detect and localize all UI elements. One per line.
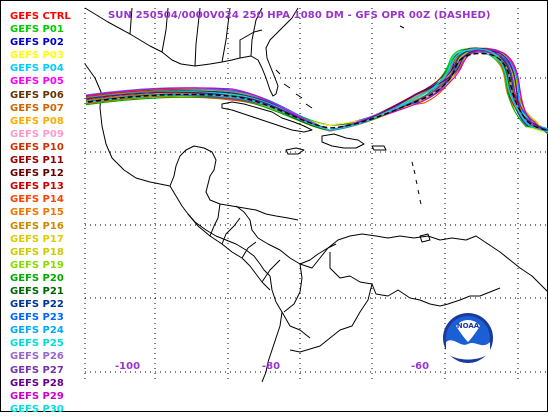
- legend-item: GEFS P01: [10, 24, 64, 36]
- bermuda: [399, 25, 405, 29]
- legend-item: GEFS P03: [10, 50, 64, 62]
- legend-item: GEFS P17: [10, 233, 64, 245]
- legend-item: GEFS P25: [10, 338, 64, 350]
- legend-item: GEFS P30: [10, 403, 64, 415]
- legend-item: GEFS P06: [10, 89, 64, 101]
- legend: GEFS CTRL GEFS P01 GEFS P02 GEFS P03 GEFS P0…: [10, 10, 100, 416]
- legend-item: GEFS P09: [10, 128, 64, 140]
- country-borders: [209, 203, 501, 353]
- cuba: [221, 101, 313, 133]
- legend-item: GEFS P08: [10, 115, 64, 127]
- noaa-logo-text: NOAA: [457, 322, 480, 330]
- ensemble-contour: [85, 49, 548, 133]
- ensemble-contour: [85, 49, 548, 135]
- legend-item: GEFS P16: [10, 220, 64, 232]
- legend-item: GEFS P22: [10, 299, 64, 311]
- lon-label-60w: -60: [411, 361, 430, 372]
- legend-item: GEFS P04: [10, 63, 64, 75]
- legend-item: GEFS P18: [10, 246, 64, 258]
- legend-item: GEFS P24: [10, 325, 64, 337]
- puerto-rico: [371, 145, 387, 151]
- legend-item: GEFS P12: [10, 168, 64, 180]
- legend-item: GEFS CTRL: [10, 11, 71, 22]
- central-america-caribbean: [235, 205, 337, 265]
- coastlines: [84, 7, 548, 383]
- legend-item: GEFS P28: [10, 377, 64, 389]
- legend-item: GEFS P11: [10, 155, 64, 167]
- bahamas: [275, 69, 313, 109]
- legend-item: GEFS P20: [10, 272, 64, 284]
- legend-item: GEFS P07: [10, 102, 64, 114]
- south-america-west: [261, 275, 283, 383]
- legend-item: GEFS P13: [10, 181, 64, 193]
- gulf-coast: [84, 63, 271, 277]
- graticule: [84, 8, 548, 382]
- yucatan: [169, 145, 299, 221]
- map-title: SUN 250504/0000V024 250 HPA 1080 DM - GF…: [108, 10, 491, 21]
- legend-item: GEFS P02: [10, 37, 64, 49]
- legend-item: GEFS P21: [10, 285, 64, 297]
- ensemble-contours: [85, 47, 548, 135]
- gfs-oper-contour: [87, 52, 548, 131]
- jamaica: [285, 147, 305, 155]
- legend-item: GEFS P10: [10, 141, 64, 153]
- legend-item: GEFS P29: [10, 390, 64, 402]
- legend-item: GEFS P27: [10, 364, 64, 376]
- ensemble-contour: [85, 51, 548, 134]
- central-america-pacific: [187, 213, 271, 291]
- hispaniola: [321, 133, 365, 149]
- legend-item: GEFS P15: [10, 207, 64, 219]
- north-america-coast: [84, 7, 299, 97]
- lon-label-80w: -80: [262, 361, 281, 372]
- lesser-antilles: [411, 161, 422, 205]
- us-state-lines: [129, 7, 263, 67]
- noaa-logo: NOAA: [443, 313, 493, 363]
- lon-label-100w: -100: [115, 361, 141, 372]
- south-america-north: [299, 233, 548, 293]
- legend-item: GEFS P05: [10, 76, 64, 88]
- legend-item: GEFS P23: [10, 312, 64, 324]
- legend-item: GEFS P14: [10, 194, 64, 206]
- legend-item: GEFS P19: [10, 259, 64, 271]
- legend-item: GEFS P26: [10, 351, 64, 363]
- trinidad: [419, 233, 431, 243]
